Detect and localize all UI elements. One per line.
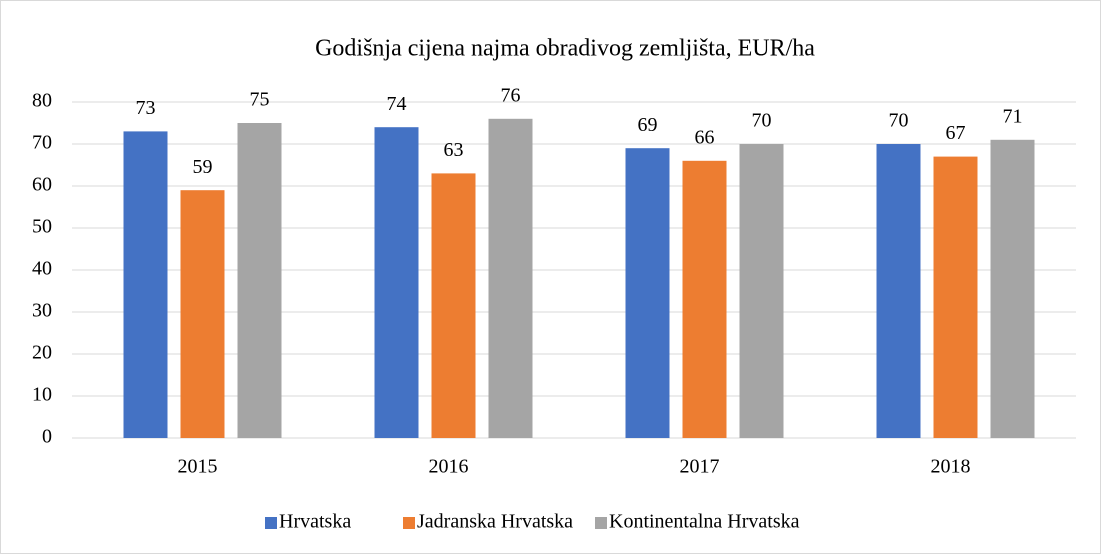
data-label: 59 [193, 156, 213, 178]
data-label: 71 [1003, 105, 1023, 127]
data-label: 74 [387, 93, 407, 115]
y-tick-label: 50 [32, 216, 52, 238]
x-tick-label: 2015 [178, 456, 218, 478]
legend-swatch [595, 517, 607, 529]
bar [876, 144, 921, 438]
data-label: 66 [695, 126, 715, 148]
bar [180, 190, 225, 438]
data-label: 73 [136, 97, 156, 119]
y-tick-label: 20 [32, 342, 52, 364]
legend-label: Jadranska Hrvatska [417, 511, 573, 533]
y-tick-label: 0 [42, 426, 52, 448]
y-tick-label: 70 [32, 132, 52, 154]
data-label: 70 [752, 110, 772, 132]
chart-title: Godišnja cijena najma obradivog zemljišt… [315, 36, 815, 62]
data-label: 70 [889, 110, 909, 132]
data-label: 63 [444, 139, 464, 161]
x-tick-label: 2017 [680, 456, 720, 478]
data-label: 75 [250, 89, 270, 111]
legend-swatch [403, 517, 415, 529]
bar [374, 127, 419, 438]
x-tick-label: 2016 [429, 456, 469, 478]
y-tick-label: 40 [32, 258, 52, 280]
y-tick-label: 10 [32, 384, 52, 406]
bar [933, 156, 978, 438]
bar [739, 144, 784, 438]
y-tick-label: 80 [32, 90, 52, 112]
legend-label: Hrvatska [279, 511, 351, 533]
bar [625, 148, 670, 438]
bar [123, 131, 168, 438]
bar [237, 123, 282, 438]
bar [990, 139, 1035, 439]
data-label: 76 [501, 84, 521, 106]
legend-label: Kontinentalna Hrvatska [609, 511, 800, 533]
y-tick-label: 30 [32, 300, 52, 322]
bar [488, 118, 533, 439]
data-label: 67 [946, 122, 966, 144]
legend-swatch [265, 517, 277, 529]
x-tick-label: 2018 [931, 456, 971, 478]
y-tick-label: 60 [32, 174, 52, 196]
data-label: 69 [638, 114, 658, 136]
bar [682, 160, 727, 439]
bar [431, 173, 476, 438]
